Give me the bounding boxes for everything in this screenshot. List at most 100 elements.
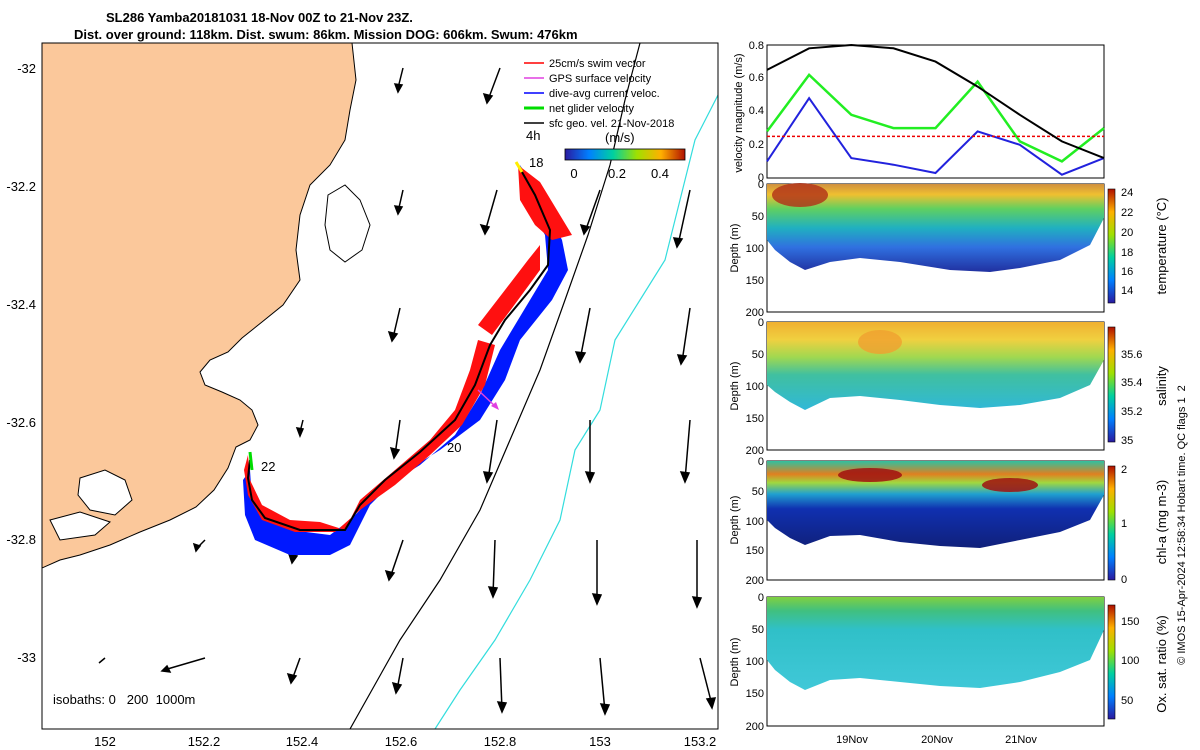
chla-cbar-tick: 1 <box>1121 518 1127 530</box>
salinity-cbar-label: salinity <box>1154 366 1169 406</box>
depth-tick: 100 <box>746 243 764 255</box>
section-chla <box>766 460 1105 581</box>
glider-end-marker <box>248 451 254 471</box>
geostrophic-arrows <box>98 67 717 716</box>
temperature-field <box>767 184 1104 272</box>
legend-swim-vector: 25cm/s swim vector <box>549 58 646 70</box>
depth-axis-label: Depth (m) <box>729 224 741 273</box>
velocity-y-tick: 0.2 <box>749 139 764 151</box>
map-x-tick: 152 <box>94 734 116 749</box>
map-colorbar: 4h (m/s) 0 0.2 0.4 <box>526 128 686 181</box>
depth-axes: 0 50 100 150 200 0 50 100 150 200 0 50 1… <box>746 179 764 733</box>
depth-tick: 200 <box>746 445 764 457</box>
colorbar-tick: 0.4 <box>651 166 669 181</box>
depth-tick: 150 <box>746 688 764 700</box>
depth-tick: 200 <box>746 575 764 587</box>
depth-tick: 150 <box>746 275 764 287</box>
oxygen-cbar-label: Ox. sat. ratio (%) <box>1154 615 1169 713</box>
map-x-tick: 153.2 <box>684 734 717 749</box>
section-salinity <box>766 321 1105 451</box>
map-y-tick: -32.8 <box>6 532 36 547</box>
salinity-cbar-tick: 35 <box>1121 435 1133 447</box>
depth-tick: 50 <box>752 624 764 636</box>
legend-net-velocity: net glider velocity <box>549 103 634 115</box>
depth-tick: 50 <box>752 486 764 498</box>
colorbar-units: (m/s) <box>605 130 635 145</box>
land-estuary <box>49 511 111 541</box>
map-legend: 25cm/s swim vector GPS surface velocity … <box>524 58 674 130</box>
map-y-tick: -32.6 <box>6 415 36 430</box>
depth-tick: 0 <box>758 456 764 468</box>
depth-tick: 100 <box>746 381 764 393</box>
temperature-cbar-tick: 24 <box>1121 187 1133 199</box>
depth-tick: 200 <box>746 307 764 319</box>
colorbar-corner-label: 4h <box>526 128 540 143</box>
velocity-line-1 <box>766 96 1105 176</box>
chla-cbar-tick: 2 <box>1121 464 1127 476</box>
day-label-20: 20 <box>447 440 461 455</box>
colorbar-tick: 0.2 <box>608 166 626 181</box>
map-y-tick: -33 <box>17 650 36 665</box>
time-tick: 20Nov <box>921 734 953 746</box>
temperature-cbar-tick: 18 <box>1121 247 1133 259</box>
isobath-200m <box>349 43 641 729</box>
time-axis: 19Nov 20Nov 21Nov <box>836 734 1037 746</box>
day-label-18: 18 <box>529 155 543 170</box>
depth-tick: 0 <box>758 317 764 329</box>
depth-tick: 0 <box>758 179 764 191</box>
section-colorbars: 24 22 20 18 16 14 temperature (°C) 35.6 … <box>1107 187 1169 720</box>
oxygen-cbar-tick: 100 <box>1121 655 1139 667</box>
chla-max-patch <box>838 468 902 482</box>
colorbar-tick: 0 <box>570 166 577 181</box>
velocity-line-0 <box>765 73 1105 163</box>
velocity-panel: 0 0.2 0.4 0.6 0.8 velocity magnitude (m/… <box>733 40 1105 184</box>
chla-cbar-label: chl-a (mg m-3) <box>1154 480 1169 565</box>
map-y-tick: -32 <box>17 61 36 76</box>
oxygen-colorbar <box>1107 604 1116 720</box>
depth-axis-label: Depth (m) <box>729 496 741 545</box>
velocity-y-label: velocity magnitude (m/s) <box>733 53 745 172</box>
depth-tick: 50 <box>752 211 764 223</box>
map-x-tick: 152.2 <box>188 734 221 749</box>
isobaths-note: isobaths: 0 200 1000m <box>53 692 195 707</box>
section-temperature <box>766 183 1105 313</box>
temperature-cbar-tick: 20 <box>1121 227 1133 239</box>
salinity-cbar-tick: 35.4 <box>1121 377 1142 389</box>
depth-tick: 100 <box>746 516 764 528</box>
salinity-colorbar <box>1107 326 1116 443</box>
isobath-1000m <box>434 94 718 729</box>
depth-tick: 150 <box>746 545 764 557</box>
temperature-cbar-label: temperature (°C) <box>1154 198 1169 295</box>
velocity-series <box>765 43 1105 176</box>
chla-cbar-tick: 0 <box>1121 574 1127 586</box>
legend-geo-velocity: sfc geo. vel. 21-Nov-2018 <box>549 118 674 130</box>
temperature-cbar-tick: 14 <box>1121 285 1133 297</box>
depth-labels: Depth (m) Depth (m) Depth (m) Depth (m) <box>729 224 741 687</box>
depth-tick: 0 <box>758 592 764 604</box>
depth-tick: 50 <box>752 349 764 361</box>
chla-max-patch <box>982 478 1038 492</box>
depth-tick: 100 <box>746 656 764 668</box>
glider-start-marker <box>514 161 524 173</box>
velocity-y-tick: 0.8 <box>749 40 764 52</box>
land-inlet <box>324 184 371 263</box>
salinity-high-patch <box>858 330 902 354</box>
land-lake <box>77 469 133 516</box>
map-y-tick: -32.2 <box>6 179 36 194</box>
time-tick: 19Nov <box>836 734 868 746</box>
velocity-y-tick: 0.4 <box>749 105 764 117</box>
map-panel: 152 152.2 152.4 152.6 152.8 153 153.2 -3… <box>6 42 719 749</box>
velocity-y-ticks: 0 0.2 0.4 0.6 0.8 <box>749 40 764 184</box>
day-label-22: 22 <box>261 459 275 474</box>
salinity-cbar-tick: 35.6 <box>1121 349 1142 361</box>
oxygen-field <box>767 597 1104 690</box>
figure-title-line1: SL286 Yamba20181031 18-Nov 00Z to 21-Nov… <box>106 10 413 25</box>
velocity-y-tick: 0 <box>758 172 764 184</box>
velocity-line-3 <box>766 43 1105 160</box>
time-tick: 21Nov <box>1005 734 1037 746</box>
depth-axis-label: Depth (m) <box>729 362 741 411</box>
salinity-cbar-tick: 35.2 <box>1121 406 1142 418</box>
depth-axis-label: Depth (m) <box>729 638 741 687</box>
velocity-y-tick: 0.6 <box>749 72 764 84</box>
